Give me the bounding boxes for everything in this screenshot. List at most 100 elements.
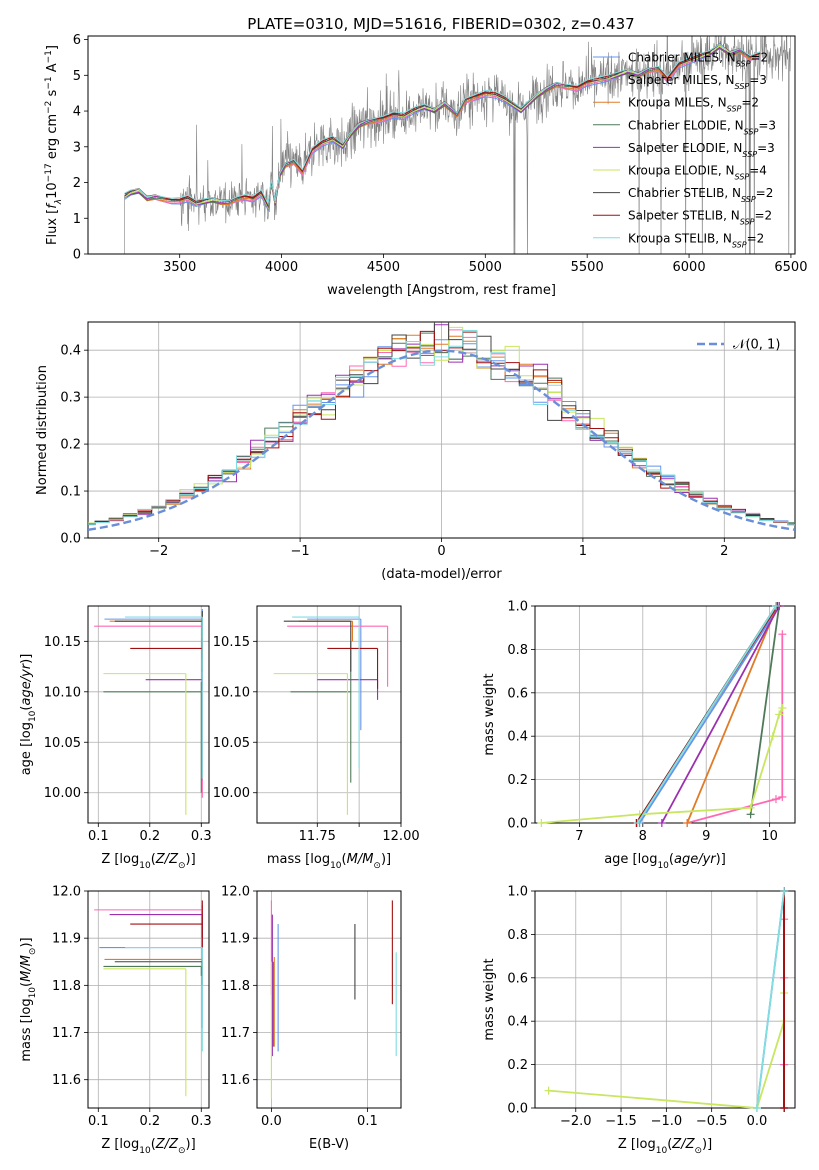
x-tick-label: 0.1 bbox=[88, 829, 109, 844]
y-tick-label: 11.8 bbox=[52, 979, 81, 994]
y-axis-label: age [log10(age/yr)] bbox=[19, 654, 38, 776]
x-axis-label: mass [log10(M/M⊙)] bbox=[267, 852, 391, 871]
x-tick-label: 5000 bbox=[469, 260, 502, 275]
mass-vs-Z-panel: 0.1 0.2 0.3 11.6 11.7 11.8 11.9 12.0 Z [log10(Z/… bbox=[19, 885, 212, 1157]
age-vs-mass-plot-area bbox=[273, 616, 389, 815]
x-axis-label: age [log10(age/yr)] bbox=[604, 852, 726, 871]
x-tick-label: 0.2 bbox=[139, 1114, 160, 1129]
x-tick-label: 6000 bbox=[673, 260, 706, 275]
y-tick-label: 0.3 bbox=[60, 391, 81, 406]
y-tick-label: 0.8 bbox=[507, 928, 528, 943]
y-tick-label: 10.15 bbox=[213, 635, 250, 650]
y-tick-label: 10.00 bbox=[213, 786, 250, 801]
y-tick-label: 0.2 bbox=[507, 1058, 528, 1073]
y-tick-label: 5 bbox=[73, 69, 81, 84]
legend-label: Salpeter MILES, NSSP=3 bbox=[628, 73, 767, 91]
histogram-step bbox=[88, 326, 795, 526]
y-tick-label: 11.7 bbox=[221, 1026, 250, 1041]
x-tick-label: 4000 bbox=[265, 260, 298, 275]
y-tick-label: 10.15 bbox=[44, 635, 81, 650]
axes-frame bbox=[87, 890, 210, 1109]
x-tick-label: −2.0 bbox=[560, 1114, 592, 1129]
x-tick-label: 0.0 bbox=[747, 1114, 768, 1129]
y-tick-label: 3 bbox=[73, 140, 81, 155]
x-axis-label: Z [log10(Z/Z⊙)] bbox=[101, 1137, 195, 1156]
weight-vs-Z-plot-area bbox=[544, 887, 789, 1112]
mass-vs-EBV-panel: 0.0 0.1 11.6 11.7 11.8 11.9 12.0 E(B-V) bbox=[221, 885, 402, 1152]
axes-frame bbox=[534, 890, 796, 1109]
x-tick-label: 12.00 bbox=[382, 829, 419, 844]
histogram-step bbox=[88, 330, 795, 526]
y-tick-label: 0.4 bbox=[60, 344, 81, 359]
x-tick-label: 7 bbox=[575, 829, 583, 844]
weight-line bbox=[756, 890, 785, 1109]
y-tick-label: 0.4 bbox=[507, 730, 528, 745]
y-axis-label: mass weight bbox=[482, 958, 497, 1040]
y-tick-label: 0 bbox=[73, 248, 81, 263]
legend-label: Chabrier MILES, NSSP=2 bbox=[628, 51, 768, 69]
histogram-step bbox=[88, 322, 795, 526]
y-tick-label: 1.0 bbox=[507, 885, 528, 900]
x-axis-label: E(B-V) bbox=[309, 1137, 349, 1152]
y-tick-label: 0.1 bbox=[60, 485, 81, 500]
spectrum-panel: 3500 4000 4500 5000 5500 6000 6500 0 1 2 3 4 5 6 wavel… bbox=[44, 33, 807, 298]
y-tick-label: 1 bbox=[73, 212, 81, 227]
x-tick-label: 1 bbox=[579, 544, 587, 559]
x-tick-label: 6500 bbox=[774, 260, 807, 275]
y-tick-label: 10.00 bbox=[44, 786, 81, 801]
x-tick-label: 10 bbox=[761, 829, 778, 844]
x-axis-label: Z [log10(Z/Z⊙)] bbox=[618, 1137, 712, 1156]
weight-vs-age-plot-area bbox=[537, 602, 787, 827]
y-tick-label: 12.0 bbox=[221, 885, 250, 900]
x-axis-label: Z [log10(Z/Z⊙)] bbox=[101, 852, 195, 871]
axes-frame bbox=[87, 35, 796, 255]
y-tick-label: 6 bbox=[73, 33, 81, 48]
x-tick-label: 5500 bbox=[571, 260, 604, 275]
weight-vs-age-panel: 7 8 9 10 0.0 0.2 0.4 0.6 0.8 1.0 age [log10(age/yr… bbox=[482, 600, 796, 871]
x-axis-label: (data-model)/error bbox=[381, 567, 502, 582]
x-tick-label: 8 bbox=[639, 829, 647, 844]
x-tick-label: 0.1 bbox=[357, 1114, 378, 1129]
y-tick-label: 11.7 bbox=[52, 1026, 81, 1041]
mass-vs-EBV-plot-area bbox=[270, 900, 397, 1099]
weight-line bbox=[638, 605, 780, 824]
y-tick-label: 12.0 bbox=[52, 885, 81, 900]
x-tick-label: 0 bbox=[437, 544, 445, 559]
model-curve bbox=[124, 43, 761, 206]
y-tick-label: 11.6 bbox=[221, 1073, 250, 1088]
y-tick-label: 2 bbox=[73, 176, 81, 191]
x-tick-label: 0.3 bbox=[191, 1114, 212, 1129]
figure-title: PLATE=0310, MJD=51616, FIBERID=0302, z=0… bbox=[247, 15, 634, 33]
y-tick-label: 11.9 bbox=[221, 932, 250, 947]
spectrum-plot-area bbox=[118, 36, 791, 254]
weight-vs-Z-panel: −2.0 −1.5 −1.0 −0.5 0.0 0.0 0.2 0.4 0.6 0.8 1.0 Z [… bbox=[482, 885, 796, 1156]
y-tick-label: 11.8 bbox=[221, 979, 250, 994]
mass-vs-Z-plot-area bbox=[94, 900, 203, 1097]
y-tick-label: 1.0 bbox=[507, 600, 528, 615]
y-tick-label: 10.05 bbox=[44, 736, 81, 751]
y-tick-label: 11.6 bbox=[52, 1073, 81, 1088]
x-tick-label: 3500 bbox=[163, 260, 196, 275]
y-tick-label: 0.0 bbox=[507, 1102, 528, 1117]
legend-label: Kroupa STELIB, NSSP=2 bbox=[628, 231, 764, 249]
y-tick-label: 10.05 bbox=[213, 736, 250, 751]
x-tick-label: −0.5 bbox=[696, 1114, 728, 1129]
y-tick-label: 0.8 bbox=[507, 643, 528, 658]
x-tick-label: 2 bbox=[720, 544, 728, 559]
weight-line bbox=[686, 634, 784, 824]
y-axis-label: mass [log10(M/M⊙)] bbox=[19, 937, 38, 1061]
y-tick-label: 0.0 bbox=[507, 817, 528, 832]
legend-label: Chabrier STELIB, NSSP=2 bbox=[628, 186, 773, 204]
residuals-panel: −2 −1 0 1 2 0.0 0.1 0.2 0.3 0.4 (data-model)/error… bbox=[35, 321, 796, 582]
y-tick-label: 0.2 bbox=[507, 773, 528, 788]
y-axis-label: Flux [fλ10−17 erg cm−2 s−1 A−1] bbox=[44, 45, 64, 245]
weight-line bbox=[686, 605, 779, 824]
legend-label: Salpeter ELODIE, NSSP=3 bbox=[628, 141, 775, 159]
axes-frame bbox=[256, 605, 402, 824]
y-axis-label: mass weight bbox=[482, 673, 497, 755]
legend-label: 𝒩(0, 1) bbox=[733, 338, 780, 353]
normal-curve bbox=[88, 349, 795, 531]
axes-frame bbox=[87, 321, 796, 539]
y-tick-label: 11.9 bbox=[52, 932, 81, 947]
